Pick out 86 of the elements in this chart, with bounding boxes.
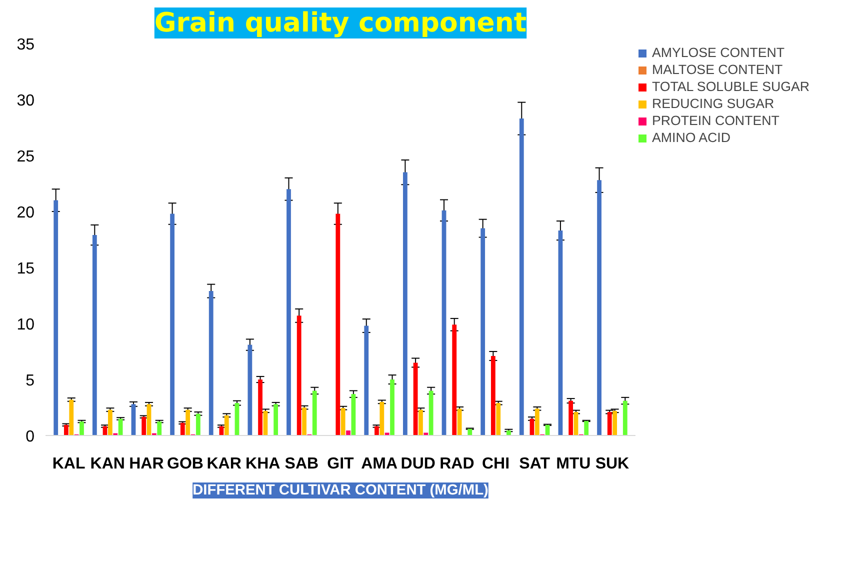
x-tick-label: KHA <box>246 456 281 472</box>
bar <box>534 408 540 436</box>
x-tick-label: SUK <box>595 456 630 472</box>
chart-title: Grain quality component <box>154 8 527 38</box>
bar <box>296 316 302 436</box>
bar <box>186 410 190 436</box>
bar <box>108 410 112 436</box>
bar <box>496 403 501 436</box>
bar <box>384 432 390 436</box>
y-tick-label: 25 <box>16 148 35 166</box>
bar <box>380 402 384 436</box>
x-tick-label: MTU <box>556 456 591 472</box>
bar <box>69 400 74 436</box>
bar <box>274 404 278 436</box>
bar <box>80 422 84 436</box>
x-tick-label: HAR <box>129 456 164 472</box>
bar <box>248 344 252 436</box>
legend-label: MALTOSE CONTENT <box>652 62 783 77</box>
bar <box>612 410 617 436</box>
y-tick-label: 5 <box>26 372 35 390</box>
bar <box>351 394 356 436</box>
bar <box>196 414 200 436</box>
bar <box>490 356 496 436</box>
legend-label: AMYLOSE CONTENT <box>652 45 785 60</box>
x-tick-label: DUD <box>400 456 436 472</box>
y-tick-label: 0 <box>26 428 35 446</box>
y-tick-label: 20 <box>16 204 35 222</box>
bar <box>234 403 240 436</box>
bar <box>286 189 291 436</box>
bar <box>622 400 628 436</box>
legend-label: AMINO ACID <box>652 130 730 145</box>
bar <box>170 214 174 436</box>
y-tick-label: 10 <box>16 316 35 334</box>
x-axis-title: DIFFERENT CULTIVAR CONTENT (MG/ML) <box>192 482 489 498</box>
legend-label: REDUCING SUGAR <box>652 96 774 111</box>
bar <box>364 326 369 436</box>
bar <box>597 180 602 436</box>
legend-label: PROTEIN CONTENT <box>652 113 780 128</box>
x-tick-label: SAB <box>284 456 319 472</box>
bar <box>142 416 146 436</box>
bar <box>131 404 136 436</box>
bar <box>584 420 589 436</box>
bar <box>208 291 214 436</box>
bar <box>452 324 457 436</box>
x-tick-label: KAR <box>206 456 242 472</box>
bar <box>457 408 462 436</box>
bar <box>180 422 185 436</box>
bar <box>519 118 524 436</box>
bar <box>146 404 152 436</box>
x-tick-label: AMA <box>361 456 398 472</box>
bar <box>346 430 350 436</box>
legend-label: TOTAL SOLUBLE SUGAR <box>652 79 810 94</box>
bar <box>157 422 162 436</box>
bar <box>418 410 423 436</box>
bar <box>340 408 346 436</box>
y-tick-label: 30 <box>16 92 35 110</box>
x-tick-label: GOB <box>167 456 204 472</box>
bar <box>374 426 379 436</box>
x-tick-label: GIT <box>327 456 354 472</box>
y-tick-label: 15 <box>16 260 35 278</box>
bar <box>607 412 612 436</box>
bar <box>413 362 418 436</box>
bar <box>336 214 340 436</box>
bar <box>312 390 317 436</box>
bar <box>402 172 408 436</box>
bar <box>428 390 434 436</box>
bar <box>558 230 563 436</box>
bar <box>302 408 306 436</box>
bar <box>568 400 574 436</box>
bar <box>424 432 428 436</box>
bar <box>258 380 262 436</box>
bar <box>64 424 68 436</box>
x-tick-label: SAT <box>519 456 550 472</box>
x-tick-label: KAL <box>52 456 86 472</box>
bar <box>506 430 511 436</box>
x-tick-label: CHI <box>482 456 510 472</box>
bar <box>224 415 229 436</box>
bar <box>442 210 446 436</box>
y-tick-label: 35 <box>16 36 35 54</box>
x-tick-label: RAD <box>440 456 474 472</box>
x-tick-label: KAN <box>90 456 125 472</box>
bar <box>54 200 58 436</box>
bar <box>390 380 394 436</box>
bar <box>468 428 472 436</box>
bar <box>480 228 486 436</box>
bar <box>92 235 97 436</box>
